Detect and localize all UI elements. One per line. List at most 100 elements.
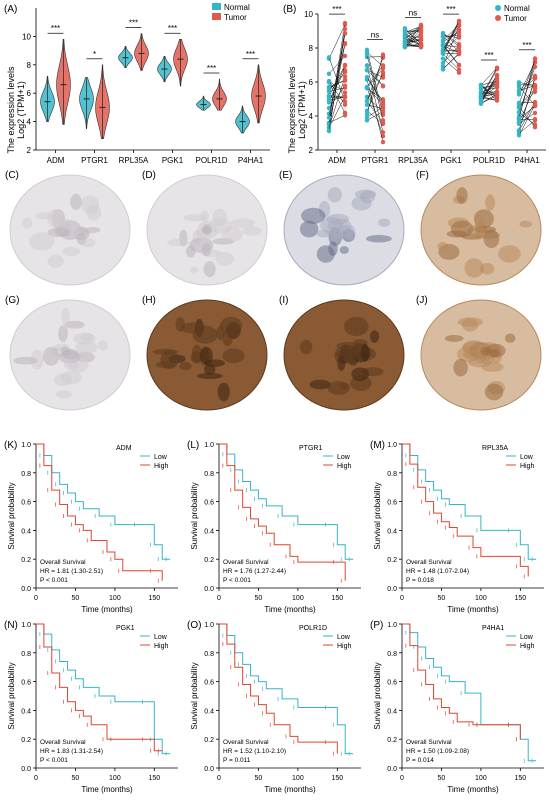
y-tick-label: 0.4 <box>21 528 31 535</box>
point-tumor <box>533 65 537 69</box>
point-normal <box>517 80 521 84</box>
km-xlabel: Time (months) <box>81 605 133 614</box>
y-tick-label: 0.8 <box>21 471 31 478</box>
ihc-stain-region <box>378 218 390 226</box>
y-tick-label: 0.2 <box>387 557 397 564</box>
point-tumor <box>495 66 499 70</box>
point-tumor <box>457 44 461 48</box>
y-tick-label: 0.4 <box>21 708 31 715</box>
point-normal <box>365 63 369 67</box>
km-ylabel: Survival probability <box>373 662 382 729</box>
km-legend-label: Low <box>520 454 534 461</box>
panel-a-label: (A) <box>4 4 17 15</box>
x-tick-label: 50 <box>72 595 80 602</box>
point-tumor <box>343 27 347 31</box>
km-hazard-ratio: HR = 1.76 (1.27-2.44) <box>223 568 286 575</box>
ihc-stain-region <box>203 261 215 277</box>
km-ylabel: Survival probability <box>7 482 16 549</box>
x-tick-label: PTGR1 <box>81 156 108 165</box>
point-normal <box>327 96 331 100</box>
ihc-panel-label: (H) <box>142 295 156 306</box>
point-tumor <box>533 83 537 87</box>
y-tick-label: 1.0 <box>387 622 397 629</box>
significance-label: *** <box>522 41 531 50</box>
y-tick-label: 0.8 <box>387 471 397 478</box>
km-curve-low <box>402 444 536 559</box>
km-ylabel: Survival probability <box>7 662 16 729</box>
y-tick-label: 0.0 <box>387 766 397 773</box>
y-tick-label: 4 <box>27 118 32 127</box>
x-tick-label: 100 <box>292 595 304 602</box>
point-normal <box>441 67 445 71</box>
x-tick-label: 0 <box>400 775 404 782</box>
point-normal <box>365 103 369 107</box>
km-legend-label: Low <box>154 634 168 641</box>
point-normal <box>517 133 521 137</box>
km-stats-title: Overall Survival <box>223 559 269 566</box>
y-tick-label: 0.2 <box>21 557 31 564</box>
km-legend-label: High <box>520 643 535 650</box>
y-tick-label: 1.0 <box>387 442 397 449</box>
ihc-stain-region <box>344 317 369 336</box>
ihc-stain-region <box>156 361 176 368</box>
ihc-stain-region <box>366 235 392 243</box>
x-tick-label: RPL35A <box>398 156 428 165</box>
km-stats-title: Overall Survival <box>406 739 452 746</box>
point-normal <box>365 68 369 72</box>
km-p-value: P < 0.001 <box>223 577 251 584</box>
point-tumor <box>495 85 499 89</box>
km-xlabel: Time (months) <box>81 785 133 794</box>
ihc-stain-region <box>58 325 68 342</box>
x-tick-label: ADM <box>328 156 346 165</box>
km-ylabel: Survival probability <box>190 662 199 729</box>
legend-tumor-label: Tumor <box>504 14 527 23</box>
pair-line <box>329 29 345 131</box>
point-normal <box>479 101 483 105</box>
km-stats-title: Overall Survival <box>40 559 86 566</box>
panel-a-legend: Normal Tumor <box>212 3 250 22</box>
panel-b-paired-chart: (B) The expression levels Log2 (TPM+1) 2… <box>283 4 546 165</box>
ihc-stain-region <box>340 345 357 364</box>
point-tumor <box>343 74 347 78</box>
x-tick-label: 100 <box>109 595 121 602</box>
ihc-stain-region <box>80 238 96 247</box>
ihc-stain-region <box>62 247 80 256</box>
point-normal <box>517 101 521 105</box>
significance-label: *** <box>332 5 341 14</box>
point-normal <box>327 72 331 76</box>
x-tick-label: 50 <box>438 595 446 602</box>
ihc-stain-region <box>437 242 448 251</box>
significance-label: *** <box>207 64 216 73</box>
x-tick-label: 0 <box>400 595 404 602</box>
ihc-stain-region <box>190 267 198 273</box>
y-tick-label: 0.6 <box>387 500 397 507</box>
significance-label: *** <box>129 19 138 28</box>
legend-normal-label: Normal <box>504 4 530 13</box>
ihc-stain-region <box>360 190 375 203</box>
panel-b-ylabel: The expression levels <box>287 66 297 154</box>
point-tumor <box>419 38 423 42</box>
ihc-stain-region <box>48 227 70 237</box>
ihc-stain-region <box>179 362 191 370</box>
point-tumor <box>381 118 385 122</box>
km-curve-low <box>219 624 353 754</box>
km-p-value: P = 0.018 <box>406 577 434 584</box>
ihc-stain-region <box>445 335 464 342</box>
km-gene-title: PGK1 <box>116 625 135 632</box>
x-tick-label: RPL35A <box>119 156 149 165</box>
ihc-stain-region <box>218 383 230 402</box>
significance-label: *** <box>484 51 493 60</box>
x-tick-label: 100 <box>292 775 304 782</box>
point-tumor <box>495 98 499 102</box>
ihc-stain-region <box>202 243 212 256</box>
km-xlabel: Time (months) <box>264 605 316 614</box>
y-tick-label: 0.0 <box>387 586 397 593</box>
ihc-stain-region <box>480 347 490 356</box>
y-tick-label: 0.2 <box>204 737 214 744</box>
km-panel-label: (P) <box>370 620 383 631</box>
km-gene-title: PTGR1 <box>299 445 322 452</box>
ihc-stain-region <box>485 194 495 210</box>
km-p-value: P = 0.011 <box>223 757 251 764</box>
ihc-stain-region <box>462 318 479 331</box>
point-normal <box>327 122 331 126</box>
